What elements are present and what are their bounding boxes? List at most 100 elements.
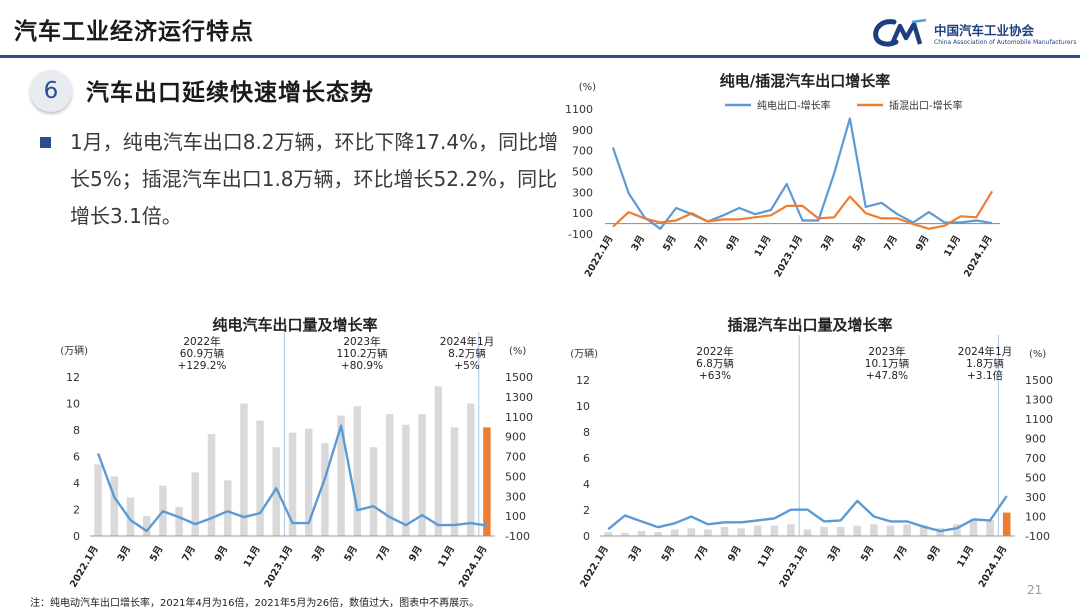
bar-9月 — [418, 414, 426, 536]
annotation-1-line-0: 2023年 — [868, 345, 905, 358]
y2-tick-label: 1100 — [1025, 413, 1053, 426]
x-tick-label: 9月 — [726, 544, 744, 563]
bev-export-chart: 纯电汽车出口量及增长率 (万辆) (%) 0 2 4 6 8 10 12 -100 100 300 500… — [60, 316, 533, 589]
y1-tick-label: 4 — [73, 477, 80, 490]
bar-3月 — [637, 530, 646, 536]
bar-7月 — [191, 472, 200, 536]
annotation-0-line-0: 2022年 — [183, 335, 220, 348]
page-title: 汽车工业经济运行特点 — [14, 19, 254, 45]
y2-tick-label: 700 — [1025, 452, 1046, 465]
annotation-0-line-2: +63% — [699, 370, 731, 382]
y-axis-label: (%) — [579, 82, 596, 93]
bar-11月 — [256, 420, 264, 536]
bar-4月 — [853, 525, 862, 536]
annotation-2-line-2: +5% — [454, 360, 479, 372]
y2-tick-label: 500 — [505, 470, 526, 483]
y-tick-label: 500 — [572, 166, 593, 179]
bar-5月 — [870, 524, 878, 536]
annotation-1-line-1: 110.2万辆 — [336, 347, 387, 360]
annotation-1-line-2: +47.8% — [866, 370, 908, 382]
x-tick-label: 7月 — [892, 544, 910, 563]
bar-9月 — [223, 480, 232, 536]
growth-rate-chart: 纯电/插混汽车出口增长率 (%) 纯电出口-增长率 插混出口-增长率 -100 100 30… — [565, 72, 1000, 279]
y2-tick-label: -100 — [505, 530, 530, 543]
y1-tick-label: 2 — [583, 504, 590, 517]
bar-5月 — [670, 529, 679, 536]
x-tick-label: 2023.1月 — [262, 544, 295, 589]
x-tick-label: 2022.1月 — [578, 544, 611, 589]
y-tick-label: 700 — [572, 145, 593, 158]
x-tick-label: 9月 — [724, 234, 742, 253]
x-tick-label: 3月 — [310, 544, 328, 563]
caam-logo-icon — [873, 18, 927, 47]
bar-10月 — [953, 524, 961, 536]
bar-7月 — [385, 414, 394, 536]
bar-6月 — [687, 528, 696, 536]
bar-2月 — [621, 532, 629, 536]
y1-tick-label: 6 — [583, 452, 590, 465]
annotation-1-line-0: 2023年 — [343, 335, 380, 348]
page-number: 21 — [1027, 583, 1043, 597]
y1-tick-label: 0 — [73, 530, 80, 543]
y2-tick-label: 100 — [1025, 511, 1046, 524]
y2-tick-label: 1500 — [1025, 374, 1053, 387]
y2-tick-label: 1300 — [505, 391, 533, 404]
bar-3月 — [126, 497, 135, 536]
x-tick-label: 2023.1月 — [772, 234, 805, 279]
bar-2022.1月 — [94, 464, 102, 536]
bar-10月 — [240, 403, 248, 536]
x-tick-label: 9月 — [407, 544, 425, 563]
bar-12月 — [466, 403, 475, 536]
y1-tick-label: 12 — [66, 371, 80, 384]
annotation-0-line-1: 60.9万辆 — [180, 347, 224, 360]
chart-title: 纯电/插混汽车出口增长率 — [720, 72, 890, 90]
bar-4月 — [654, 532, 662, 536]
bar-8月 — [919, 525, 928, 536]
bar-7月 — [903, 524, 911, 536]
bar-2023.1月 — [288, 432, 297, 536]
x-tick-label: 3月 — [826, 544, 844, 563]
x-tick-label: 9月 — [925, 544, 943, 563]
y2-axis-label: (%) — [1029, 349, 1046, 360]
x-tick-label: 9月 — [213, 544, 231, 563]
x-tick-label: 2024.1月 — [457, 544, 490, 589]
annotation-1-line-1: 10.1万辆 — [865, 357, 909, 370]
growth-rate-line — [96, 424, 488, 533]
bar-4月 — [142, 516, 151, 536]
bar-2月 — [304, 428, 313, 536]
y2-tick-label: 1100 — [505, 411, 533, 424]
bar-8月 — [402, 424, 410, 536]
x-tick-label: 7月 — [882, 234, 900, 253]
x-tick-label: 2024.1月 — [962, 234, 995, 279]
bar-8月 — [720, 526, 729, 536]
y1-tick-label: 10 — [576, 400, 590, 413]
annotation-2-line-0: 2024年1月 — [440, 335, 494, 348]
annotation-2-line-1: 8.2万辆 — [448, 347, 486, 360]
y1-tick-label: 6 — [73, 451, 80, 464]
bar-6月 — [369, 447, 378, 536]
section-number-badge: 6 — [30, 70, 72, 112]
bar-11月 — [450, 427, 459, 536]
x-tick-label: 2023.1月 — [777, 544, 810, 589]
x-tick-label: 3月 — [116, 544, 134, 563]
bar-2022.1月 — [604, 532, 613, 536]
x-tick-label: 11月 — [942, 234, 963, 259]
bar-7月 — [704, 529, 712, 536]
x-tick-label: 7月 — [693, 234, 711, 253]
phev-export-chart: 插混汽车出口量及增长率 (万辆) (%) 0 2 4 6 8 10 12 -100 100 300 500… — [570, 316, 1053, 589]
y-tick-label: 100 — [572, 207, 593, 220]
footnote: 注：纯电动汽车出口增长率，2021年4月为16倍，2021年5月为26倍，数值过… — [30, 598, 480, 609]
y-tick-label: 1100 — [565, 103, 593, 116]
y2-tick-label: 700 — [505, 451, 526, 464]
annotation-2-line-0: 2024年1月 — [958, 345, 1012, 358]
x-tick-label: 3月 — [630, 234, 648, 253]
bar-10月 — [434, 386, 443, 536]
y1-tick-label: 2 — [73, 504, 80, 517]
bar-3月 — [321, 443, 329, 536]
bar-2024.1月 — [483, 427, 491, 536]
y1-tick-label: 8 — [583, 426, 590, 439]
x-tick-label: 5月 — [851, 234, 869, 253]
body-paragraph: 1月，纯电汽车出口8.2万辆，环比下降17.4%，同比增长5%；插混汽车出口1.… — [70, 130, 559, 228]
growth-rate-line — [607, 495, 1008, 533]
bar-11月 — [969, 519, 978, 536]
